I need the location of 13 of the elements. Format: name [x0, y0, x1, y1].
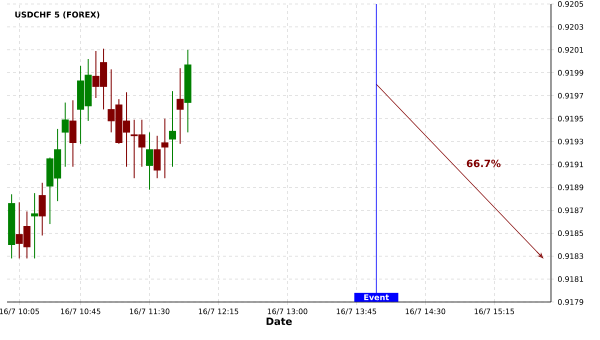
- x-axis-title: Date: [266, 318, 292, 326]
- candlestick: [161, 118, 168, 179]
- ref-line-label: Event: [364, 294, 389, 300]
- candlestick: [62, 102, 69, 168]
- candlestick: [176, 68, 184, 144]
- text: USDCHF 5 (FOREX): [15, 11, 100, 19]
- annotation: 66.7%: [466, 160, 501, 168]
- candlestick: [168, 90, 176, 168]
- candlestick: [146, 132, 154, 190]
- candlestick: [38, 182, 46, 236]
- candlestick: [31, 192, 38, 259]
- candlestick: [154, 135, 161, 179]
- candlestick: [69, 100, 76, 168]
